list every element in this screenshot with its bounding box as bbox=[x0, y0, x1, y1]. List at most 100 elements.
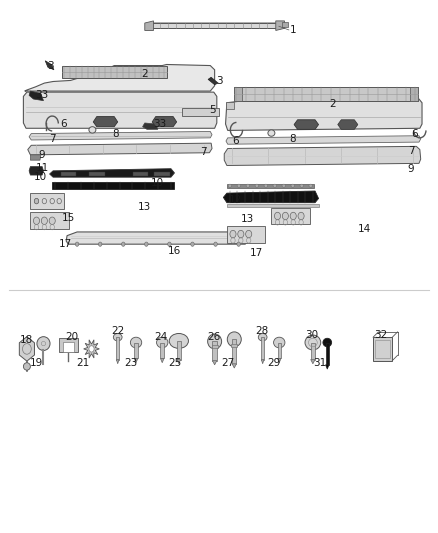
Bar bbox=[212, 342, 217, 361]
Text: 6: 6 bbox=[232, 135, 239, 146]
Ellipse shape bbox=[99, 242, 102, 246]
Ellipse shape bbox=[282, 184, 286, 187]
Ellipse shape bbox=[290, 212, 296, 220]
Bar bbox=[227, 204, 318, 207]
Ellipse shape bbox=[145, 242, 148, 246]
Text: 6: 6 bbox=[61, 119, 67, 129]
Text: 30: 30 bbox=[305, 329, 318, 340]
Bar bbox=[410, 87, 418, 101]
Ellipse shape bbox=[37, 337, 50, 351]
Text: 29: 29 bbox=[267, 358, 280, 368]
Bar bbox=[149, 23, 280, 28]
Text: 7: 7 bbox=[49, 134, 56, 144]
Text: 5: 5 bbox=[208, 104, 215, 115]
Polygon shape bbox=[19, 337, 35, 361]
Polygon shape bbox=[134, 359, 138, 363]
Bar bbox=[278, 343, 281, 359]
Bar bbox=[182, 108, 219, 116]
Polygon shape bbox=[45, 61, 54, 70]
Polygon shape bbox=[149, 23, 280, 28]
Ellipse shape bbox=[246, 230, 252, 238]
Text: 10: 10 bbox=[33, 172, 46, 182]
Text: 17: 17 bbox=[250, 248, 263, 258]
Ellipse shape bbox=[168, 242, 171, 246]
Text: 6: 6 bbox=[411, 128, 418, 139]
Text: 21: 21 bbox=[76, 358, 89, 368]
Ellipse shape bbox=[264, 184, 268, 187]
Bar bbox=[227, 225, 265, 243]
Ellipse shape bbox=[255, 184, 258, 187]
Text: 20: 20 bbox=[65, 332, 78, 342]
Text: 31: 31 bbox=[313, 358, 326, 368]
Bar bbox=[311, 343, 315, 360]
Text: 12: 12 bbox=[229, 195, 242, 205]
Bar bbox=[30, 193, 64, 209]
Bar bbox=[375, 340, 390, 358]
Polygon shape bbox=[226, 136, 421, 144]
Ellipse shape bbox=[238, 230, 244, 238]
Polygon shape bbox=[23, 92, 217, 128]
Ellipse shape bbox=[23, 363, 30, 370]
Text: 7: 7 bbox=[408, 146, 414, 156]
Text: 18: 18 bbox=[20, 335, 34, 345]
Polygon shape bbox=[208, 77, 218, 85]
Polygon shape bbox=[28, 143, 212, 155]
Text: 8: 8 bbox=[289, 134, 296, 144]
Ellipse shape bbox=[246, 184, 250, 187]
Polygon shape bbox=[93, 117, 118, 127]
Bar bbox=[234, 87, 418, 101]
Polygon shape bbox=[133, 172, 148, 176]
Polygon shape bbox=[30, 155, 41, 160]
Bar bbox=[373, 337, 392, 361]
Text: 15: 15 bbox=[62, 213, 75, 223]
Ellipse shape bbox=[305, 335, 321, 350]
Polygon shape bbox=[29, 166, 43, 175]
Text: 2: 2 bbox=[141, 69, 148, 79]
Ellipse shape bbox=[283, 212, 288, 220]
Ellipse shape bbox=[291, 184, 294, 187]
Ellipse shape bbox=[275, 212, 281, 220]
Ellipse shape bbox=[323, 338, 332, 347]
Polygon shape bbox=[84, 340, 99, 358]
Ellipse shape bbox=[49, 217, 55, 224]
Polygon shape bbox=[177, 360, 180, 364]
Ellipse shape bbox=[273, 184, 276, 187]
Text: 1: 1 bbox=[290, 25, 297, 35]
Text: 13: 13 bbox=[138, 202, 152, 212]
Ellipse shape bbox=[228, 184, 232, 187]
Text: 10: 10 bbox=[150, 177, 163, 188]
Ellipse shape bbox=[89, 346, 94, 352]
Ellipse shape bbox=[309, 184, 312, 187]
Ellipse shape bbox=[274, 337, 285, 348]
Text: 22: 22 bbox=[111, 326, 124, 336]
Bar bbox=[227, 183, 314, 188]
Polygon shape bbox=[224, 147, 421, 165]
Ellipse shape bbox=[237, 184, 240, 187]
Text: 33: 33 bbox=[153, 119, 167, 129]
Ellipse shape bbox=[33, 217, 39, 224]
Ellipse shape bbox=[227, 332, 241, 347]
Ellipse shape bbox=[89, 127, 96, 133]
Polygon shape bbox=[325, 365, 329, 369]
Ellipse shape bbox=[237, 242, 240, 246]
Polygon shape bbox=[294, 120, 318, 130]
Ellipse shape bbox=[191, 242, 194, 246]
Bar bbox=[62, 66, 166, 78]
Polygon shape bbox=[278, 359, 281, 363]
Bar bbox=[231, 344, 237, 347]
Bar bbox=[325, 343, 329, 365]
Polygon shape bbox=[66, 232, 247, 244]
Text: 23: 23 bbox=[124, 358, 138, 368]
Ellipse shape bbox=[34, 198, 39, 204]
Polygon shape bbox=[49, 168, 174, 177]
Text: 33: 33 bbox=[35, 90, 49, 100]
Ellipse shape bbox=[230, 230, 236, 238]
Text: 7: 7 bbox=[201, 147, 207, 157]
Text: 11: 11 bbox=[35, 163, 49, 173]
Text: 3: 3 bbox=[48, 61, 54, 70]
Polygon shape bbox=[117, 360, 119, 364]
Bar bbox=[117, 337, 119, 360]
Text: 9: 9 bbox=[39, 150, 46, 160]
Ellipse shape bbox=[121, 242, 125, 246]
Text: 28: 28 bbox=[255, 326, 268, 336]
